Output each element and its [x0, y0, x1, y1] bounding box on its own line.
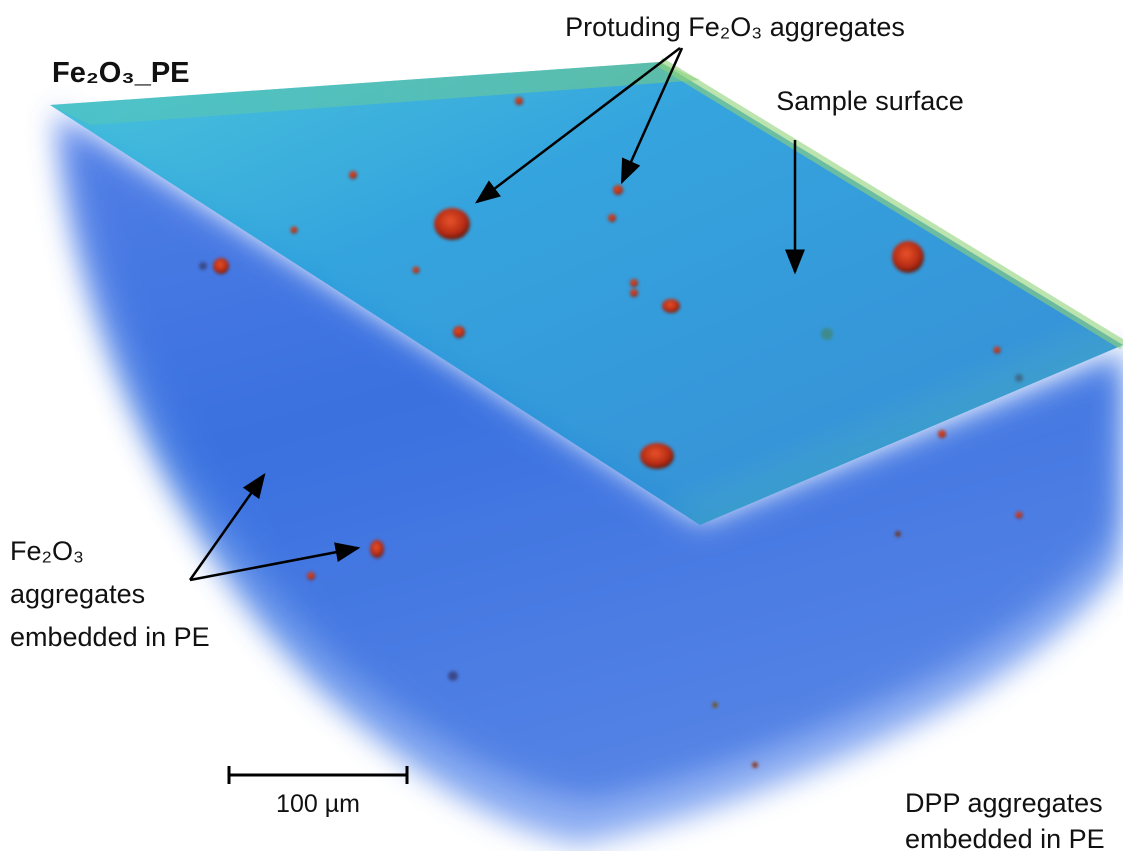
- aggregate: [1015, 511, 1023, 519]
- label-dpp: embedded in PE: [905, 824, 1105, 851]
- scale-bar: 100 µm: [227, 766, 409, 818]
- aggregate: [290, 226, 298, 234]
- aggregate: [892, 241, 924, 273]
- surface-edge: [657, 57, 1123, 350]
- aggregate: [630, 279, 638, 287]
- aggregate: [640, 443, 674, 469]
- surface-edge: [50, 62, 700, 125]
- aggregate: [821, 328, 833, 340]
- aggregate: [895, 531, 901, 537]
- title: Fe₂O₃_PE: [52, 57, 190, 89]
- aggregate: [993, 346, 1001, 354]
- aggregates: [199, 97, 1023, 768]
- label-surface: Sample surface: [776, 86, 964, 116]
- aggregate: [307, 572, 315, 580]
- sample-surface: [50, 62, 1123, 525]
- aggregate: [662, 299, 680, 313]
- arrow: [620, 47, 684, 185]
- aggregate: [938, 430, 946, 438]
- aggregate: [349, 171, 357, 179]
- label-embedded: embedded in PE: [10, 622, 210, 652]
- aggregate: [199, 262, 207, 270]
- label-dpp: DPP aggregates: [905, 788, 1103, 818]
- aggregate: [712, 702, 718, 708]
- aggregate: [448, 671, 458, 681]
- volume-core: [70, 130, 1115, 800]
- arrow: [188, 472, 266, 581]
- aggregate: [613, 185, 623, 195]
- aggregate: [515, 97, 523, 105]
- aggregate: [608, 214, 616, 222]
- label-protruding: Protuding Fe₂O₃ aggregates: [565, 12, 905, 42]
- label-embedded: aggregates: [10, 579, 145, 609]
- arrows: [188, 47, 805, 582]
- label-embedded: Fe₂O₃: [10, 536, 84, 566]
- aggregate: [752, 762, 758, 768]
- aggregate: [1015, 374, 1023, 382]
- arrow: [189, 542, 361, 582]
- aggregate: [370, 540, 384, 558]
- aggregate: [412, 266, 420, 274]
- scale-bar-label: 100 µm: [276, 790, 360, 818]
- aggregate: [630, 289, 638, 297]
- arrow: [475, 47, 681, 204]
- aggregate: [213, 258, 229, 274]
- aggregate: [453, 326, 465, 338]
- aggregate: [434, 208, 470, 240]
